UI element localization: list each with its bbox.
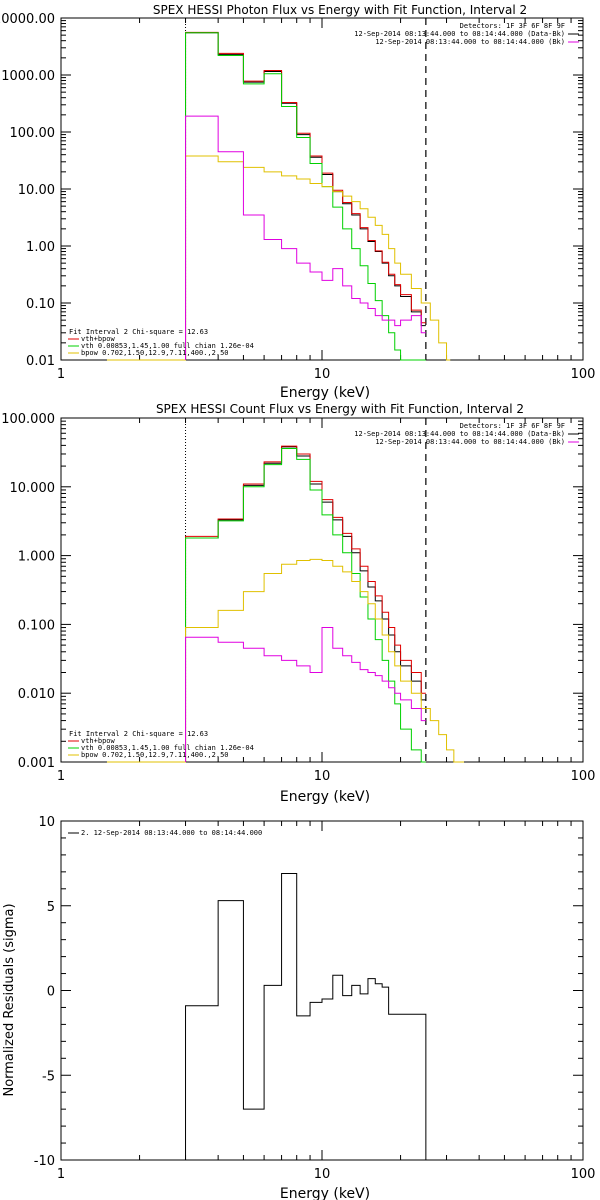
series-bpow — [106, 155, 451, 361]
legend-left-entry: bpow 0.702,1.50,12.9,7.11,400.,2.50 — [81, 751, 229, 759]
y-tick-label: 0.10 — [26, 297, 55, 312]
y-tick-label: 0.001 — [18, 756, 55, 771]
series-bk — [185, 115, 426, 360]
y-tick-label: 0 — [47, 985, 55, 1000]
photon-flux-panel: SPEX HESSI Photon Flux vs Energy with Fi… — [0, 3, 595, 401]
y-tick-label: 0.100 — [18, 618, 55, 633]
y-tick-label: -10 — [34, 1154, 55, 1169]
x-tick-label: 10 — [314, 367, 331, 382]
y-tick-label: 5 — [47, 900, 55, 915]
legend-left-entry: vth+bpow — [81, 335, 116, 343]
x-tick-label: 10 — [314, 1167, 331, 1182]
y-tick-label: 1000.00 — [1, 69, 55, 84]
x-tick-label: 100 — [571, 769, 596, 784]
x-tick-label: 1 — [57, 769, 65, 784]
legend-right-entry: 12-Sep-2014 08:13:44.000 to 08:14:44.000… — [354, 30, 565, 38]
y-tick-label: 0.01 — [26, 354, 55, 369]
x-tick-label: 1 — [57, 367, 65, 382]
series-vth-bpow — [185, 445, 426, 762]
series-residuals — [185, 873, 427, 1160]
plot-frame — [60, 17, 584, 361]
y-tick-label: 1.00 — [26, 240, 55, 255]
legend-left-entry: Fit Interval 2 Chi-square = 12.63 — [69, 730, 208, 738]
x-tick-label: 1 — [57, 1167, 65, 1182]
legend-left-entry: vth+bpow — [81, 737, 116, 745]
legend-right-entry: Detectors: 1F 3F 6F 8F 9F — [460, 422, 565, 430]
legend-left-entry: bpow 0.702,1.50,12.9,7.11,400.,2.50 — [81, 349, 229, 357]
x-tick-label: 100 — [571, 1167, 596, 1182]
y-tick-label: 10.000 — [10, 481, 56, 496]
legend-left-entry: vth 0.00853,1.45,1.00 full chian 1.26e-0… — [81, 744, 254, 752]
photon-flux-title: SPEX HESSI Photon Flux vs Energy with Fi… — [153, 3, 527, 17]
legend-left-entry: 2. 12-Sep-2014 08:13:44.000 to 08:14:44.… — [81, 829, 262, 837]
series-vth — [185, 448, 426, 763]
residuals-panel: Energy (keV) Normalized Residuals (sigma… — [2, 815, 595, 1200]
series-data-bk — [185, 446, 426, 762]
y-tick-label: -5 — [42, 1069, 55, 1084]
legend-left-entry: vth 0.00853,1.45,1.00 full chian 1.26e-0… — [81, 342, 254, 350]
legend-right-entry: 12-Sep-2014 08:13:44.000 to 08:14:44.000… — [375, 438, 565, 446]
legend-right-entry: Detectors: 1F 3F 6F 8F 9F — [460, 22, 565, 30]
series-vth-bpow — [185, 31, 426, 360]
x-tick-label: 100 — [571, 367, 596, 382]
legend-right-entry: 12-Sep-2014 08:13:44.000 to 08:14:44.000… — [375, 38, 565, 46]
plot-frame — [60, 820, 584, 1161]
legend-left-entry: Fit Interval 2 Chi-square = 12.63 — [69, 328, 208, 336]
plot-frame — [60, 417, 584, 763]
count-flux-title: SPEX HESSI Count Flux vs Energy with Fit… — [156, 402, 524, 416]
count-flux-xlabel: Energy (keV) — [280, 789, 370, 805]
series-bpow — [106, 558, 465, 763]
y-tick-label: 0.010 — [18, 687, 55, 702]
y-tick-label: 10.00 — [18, 183, 55, 198]
y-tick-label: 100.000 — [1, 412, 55, 427]
y-tick-label: 100.00 — [10, 126, 56, 141]
series-bk — [185, 627, 426, 762]
count-flux-panel: SPEX HESSI Count Flux vs Energy with Fit… — [1, 402, 595, 805]
legend-right-entry: 12-Sep-2014 08:13:44.000 to 08:14:44.000… — [354, 430, 565, 438]
y-tick-label: 10000.00 — [0, 12, 55, 27]
series-data-bk — [185, 32, 426, 360]
photon-flux-xlabel: Energy (keV) — [280, 385, 370, 401]
x-tick-label: 10 — [314, 769, 331, 784]
residuals-ylabel: Normalized Residuals (sigma) — [2, 903, 17, 1096]
y-tick-label: 10 — [38, 815, 55, 830]
y-tick-label: 1.000 — [18, 550, 55, 565]
series-vth — [185, 32, 426, 361]
residuals-xlabel: Energy (keV) — [280, 1186, 370, 1200]
